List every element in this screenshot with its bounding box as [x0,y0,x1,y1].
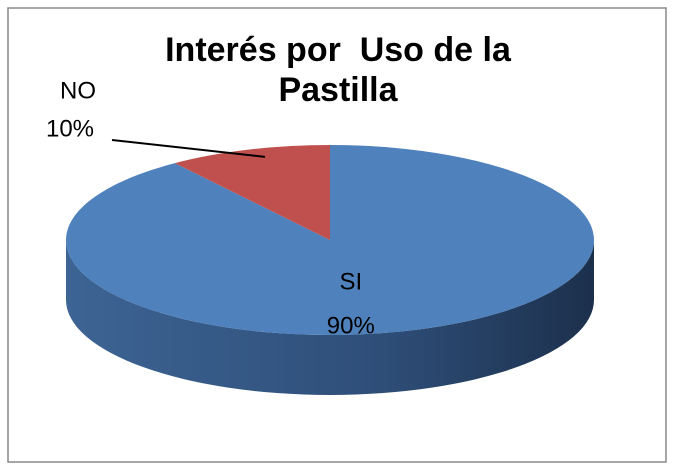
data-label-value: 10% [46,115,94,142]
pie-slice [66,145,595,335]
pie-side [66,240,594,395]
data-label-name: SI [339,269,362,296]
pie-slice [174,145,330,240]
data-label-name: NO [60,77,96,104]
chart-title: Interés por Uso de la Pastilla [165,31,521,109]
data-label-value: 90% [327,313,375,340]
leader-line [111,139,266,158]
